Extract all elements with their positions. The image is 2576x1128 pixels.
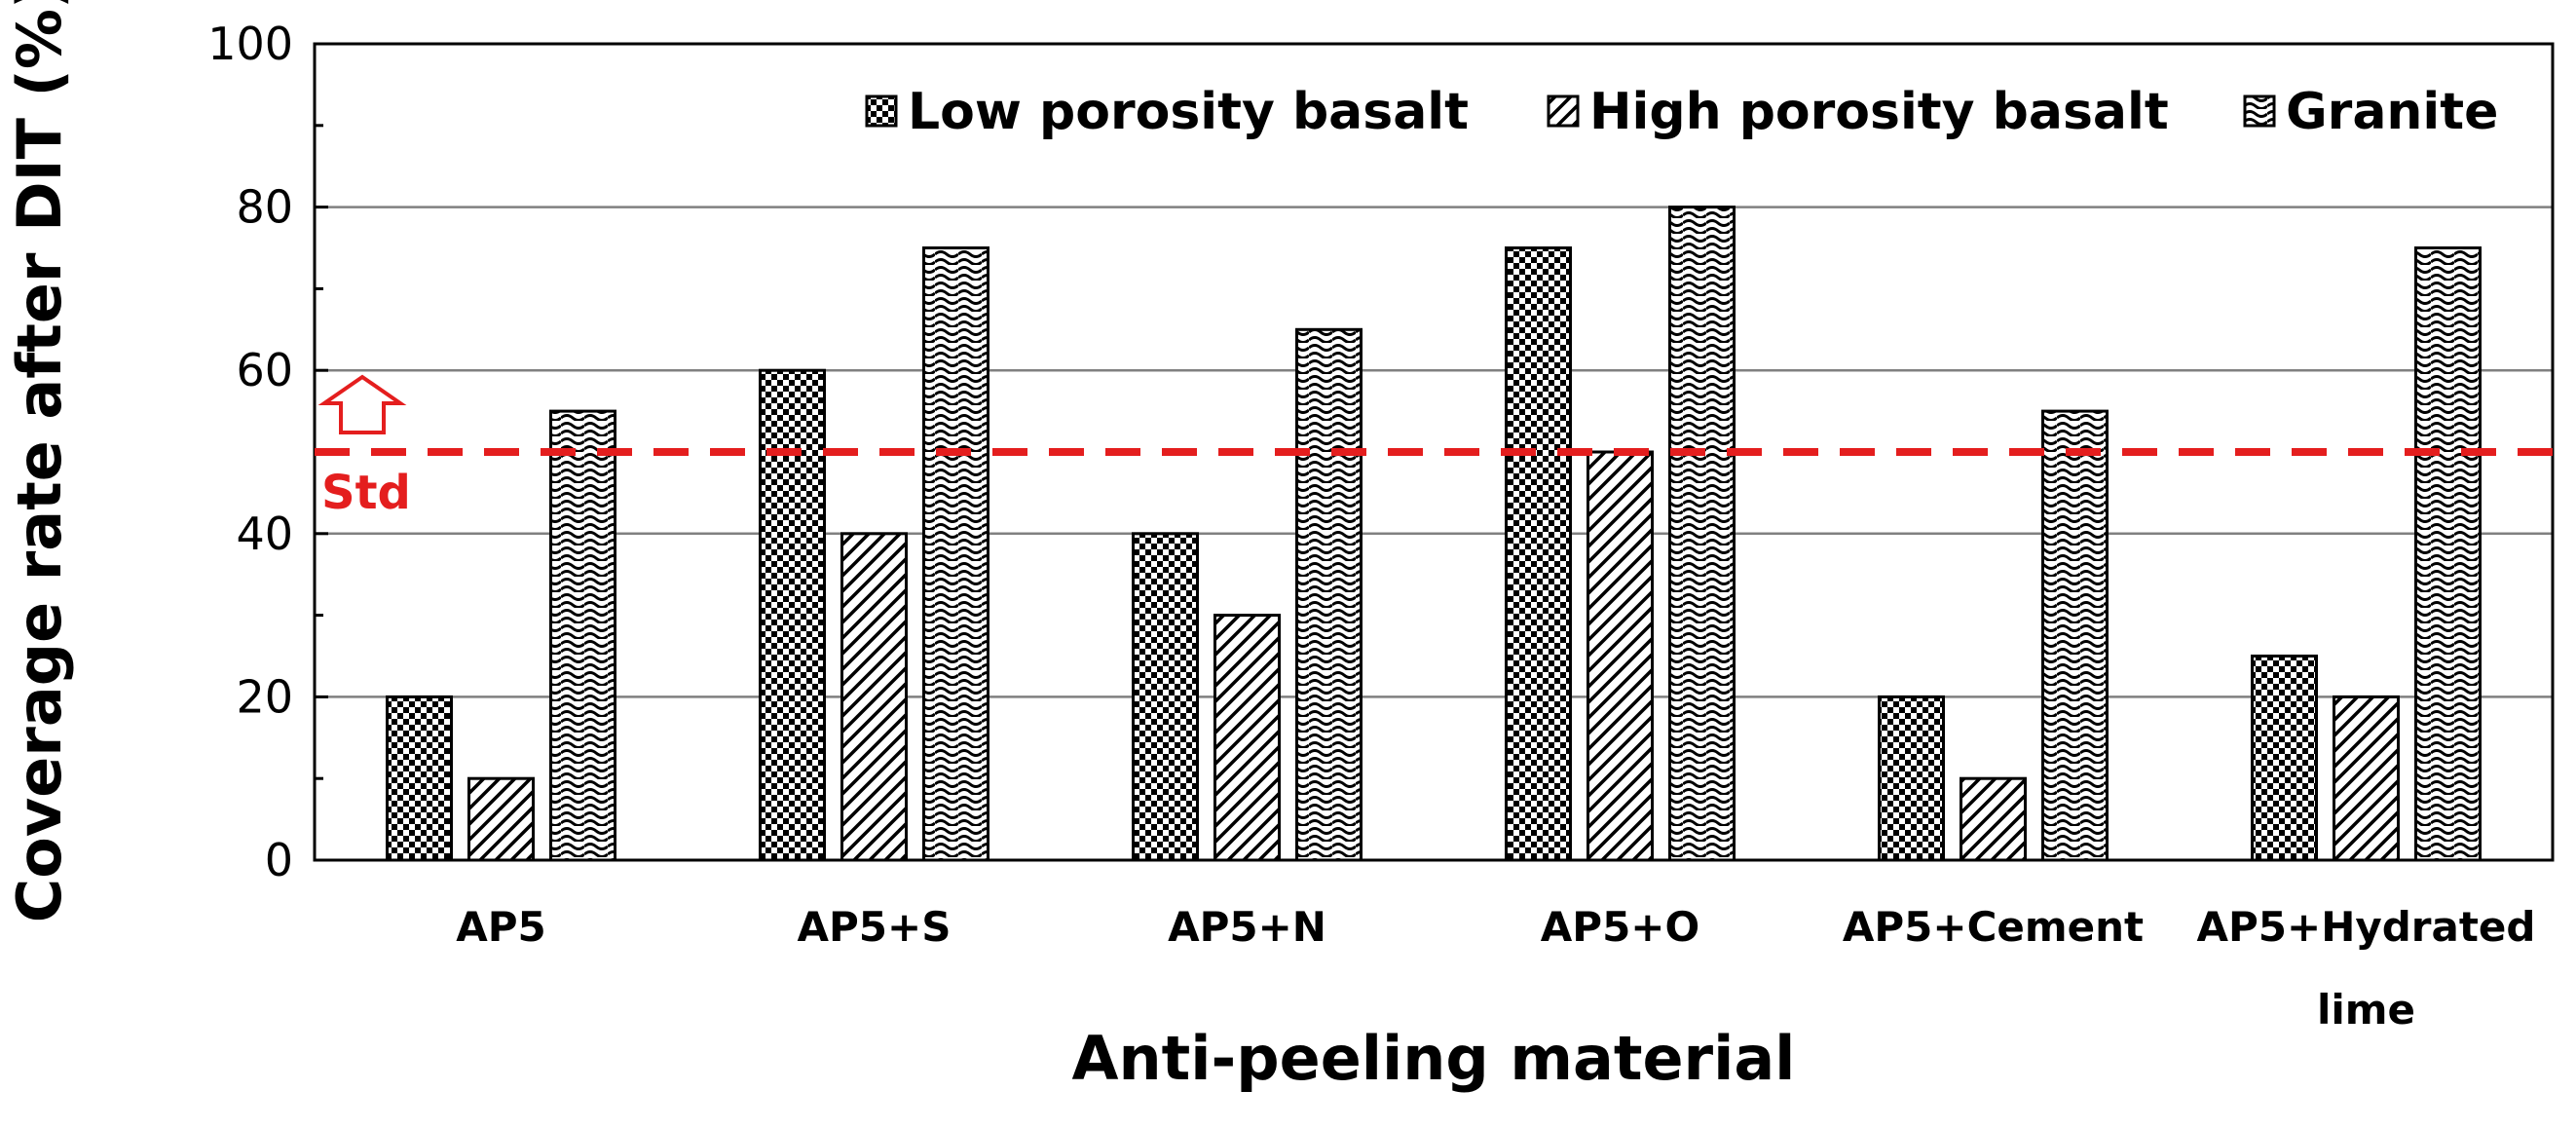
bar-checker (1132, 532, 1199, 862)
y-tick-label: 0 (265, 834, 293, 886)
bar-checker (1505, 246, 1572, 862)
x-category-label: lime (2317, 986, 2415, 1034)
x-category-label: AP5+Hydrated (2197, 903, 2536, 951)
bar-diagonal (1213, 614, 1281, 862)
x-category-label: AP5+O (1541, 903, 1699, 951)
legend-swatch-checker (865, 94, 898, 128)
bar-diagonal (2333, 695, 2400, 862)
bar-diagonal (1960, 776, 2027, 862)
gridlines (315, 206, 2553, 698)
bar-diagonal (840, 532, 908, 862)
bar-wave (922, 246, 989, 862)
y-tick-label: 40 (236, 508, 293, 560)
bar-wave (2414, 246, 2482, 862)
y-tick-label: 100 (207, 18, 293, 70)
bar-checker (1878, 695, 1945, 862)
x-category-label: AP5+N (1168, 903, 1326, 951)
legend-label: High porosity basalt (1589, 83, 2169, 141)
bar-checker (2251, 655, 2318, 862)
y-axis: 0 20 40 60 80 100 (207, 18, 328, 886)
y-tick-label: 80 (236, 181, 293, 234)
bar-diagonal (1587, 450, 1654, 862)
bar-checker (386, 695, 453, 862)
std-up-arrow-icon (317, 374, 407, 434)
legend-label: Granite (2286, 83, 2498, 141)
x-category-label: AP5+S (798, 903, 952, 951)
bar-diagonal (467, 776, 535, 862)
x-axis-categories: AP5 AP5+S AP5+N AP5+O AP5+Cement AP5+Hydrated… (456, 903, 2535, 1034)
bar-checker (759, 368, 826, 862)
x-category-label: AP5+Cement (1843, 903, 2144, 951)
x-axis-title: Anti-peeling material (1072, 1023, 1796, 1094)
x-category-label: AP5 (456, 903, 546, 951)
bar-wave (549, 409, 616, 862)
bar-wave (1295, 327, 1363, 862)
y-axis-title: Coverage rate after DIT (%) (4, 0, 75, 922)
legend: Low porosity basalt High porosity basalt G… (865, 83, 2498, 141)
bar-wave (1668, 206, 1736, 862)
std-label: Std (321, 466, 411, 520)
y-tick-label: 60 (236, 344, 293, 396)
bar-wave (2041, 409, 2109, 862)
legend-swatch-diagonal (1547, 94, 1580, 128)
y-tick-label: 20 (236, 670, 293, 723)
plot-frame (313, 42, 2555, 862)
legend-label: Low porosity basalt (908, 83, 1469, 141)
legend-swatch-wave (2243, 94, 2276, 128)
